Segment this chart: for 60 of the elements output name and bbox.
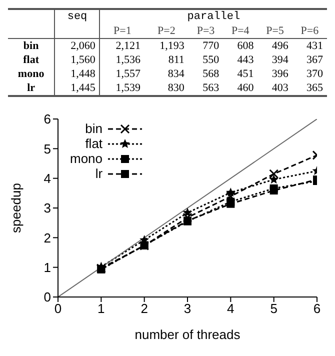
x-tick-label: 1 bbox=[98, 301, 105, 316]
category-label: P=4 bbox=[230, 24, 250, 38]
text: 1,193 bbox=[160, 40, 184, 52]
x-tick-label: 6 bbox=[313, 301, 321, 316]
category-label: mono bbox=[18, 68, 44, 80]
text: 396 bbox=[272, 68, 288, 80]
text: 460 bbox=[237, 82, 254, 94]
x-tick-label: 3 bbox=[184, 301, 192, 316]
text: 834 bbox=[168, 68, 184, 80]
text: 1,539 bbox=[116, 82, 140, 94]
x-tick-label: 5 bbox=[270, 301, 278, 316]
text: 365 bbox=[306, 82, 323, 94]
category-label: bin bbox=[23, 40, 39, 52]
category-label: P=1 bbox=[112, 24, 132, 38]
text: 1,445 bbox=[70, 82, 96, 94]
text: 770 bbox=[202, 40, 220, 52]
text: 1,560 bbox=[70, 54, 96, 66]
y-tick-label: 2 bbox=[44, 230, 51, 246]
category-label: P=3 bbox=[196, 24, 216, 38]
category-label: P=5 bbox=[265, 24, 285, 38]
legend-label: lr bbox=[95, 166, 103, 181]
text: 496 bbox=[272, 40, 288, 52]
text: 443 bbox=[237, 54, 254, 66]
text: 2,121 bbox=[116, 40, 140, 52]
text: 1,557 bbox=[116, 68, 140, 80]
text: parallel bbox=[186, 10, 242, 24]
x-tick-label: 4 bbox=[227, 301, 234, 316]
y-tick-label: 0 bbox=[44, 290, 51, 305]
category-label: lr bbox=[27, 82, 36, 94]
text: 608 bbox=[237, 40, 254, 52]
legend-label: bin bbox=[85, 121, 103, 136]
category-label: seq bbox=[54, 9, 100, 24]
text: 830 bbox=[168, 82, 184, 94]
text: 451 bbox=[237, 68, 254, 80]
x-tick-label: 0 bbox=[54, 301, 62, 316]
y-tick-label: 1 bbox=[44, 260, 51, 275]
text: 403 bbox=[272, 82, 288, 94]
text: 394 bbox=[272, 54, 288, 66]
category-label: P=2 bbox=[156, 24, 176, 38]
y-tick-label: 6 bbox=[44, 112, 51, 127]
y-tick-label: 4 bbox=[44, 170, 51, 186]
y-tick-label: 5 bbox=[44, 141, 51, 156]
text: 550 bbox=[202, 54, 220, 66]
text: 370 bbox=[306, 68, 323, 80]
legend-label: flat bbox=[85, 136, 103, 151]
text: 811 bbox=[168, 54, 184, 66]
text: 367 bbox=[306, 54, 323, 66]
text: 563 bbox=[202, 82, 220, 94]
text: 431 bbox=[306, 40, 323, 52]
text: 1,536 bbox=[116, 54, 140, 66]
category-label: P=6 bbox=[300, 24, 320, 38]
legend-label: mono bbox=[70, 151, 103, 166]
text: 568 bbox=[202, 68, 220, 80]
category-label: flat bbox=[23, 54, 40, 66]
text: 1,448 bbox=[70, 68, 96, 80]
text: 2,060 bbox=[70, 40, 96, 52]
x-tick-label: 2 bbox=[140, 301, 148, 316]
y-tick-label: 3 bbox=[44, 200, 51, 216]
y-axis-title: speedup bbox=[8, 183, 24, 233]
x-axis-title: number of threads bbox=[134, 327, 241, 342]
